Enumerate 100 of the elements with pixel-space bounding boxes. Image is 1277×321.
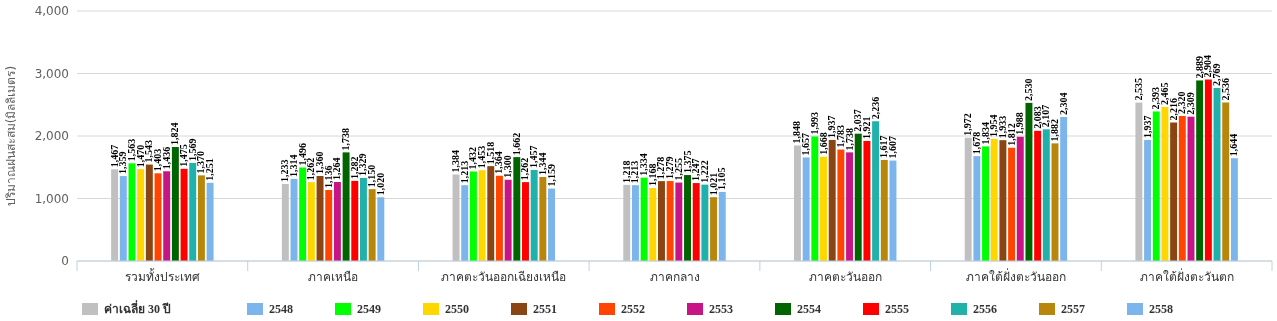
bar bbox=[675, 182, 683, 261]
data-label: 1,738 bbox=[340, 127, 352, 151]
bar bbox=[1144, 139, 1152, 261]
data-label: 1,264 bbox=[331, 157, 343, 180]
data-label: 1,937 bbox=[826, 115, 838, 138]
data-label: 1,375 bbox=[681, 150, 693, 174]
x-tick-label: ภาคตะวันออก bbox=[808, 270, 882, 284]
bar bbox=[837, 149, 845, 261]
data-label: 1,251 bbox=[204, 158, 216, 181]
bar bbox=[802, 157, 810, 261]
data-label: 1,657 bbox=[800, 132, 812, 156]
bar bbox=[1008, 147, 1016, 261]
bar bbox=[710, 197, 718, 261]
legend-label: 2554 bbox=[797, 302, 821, 317]
bar bbox=[359, 177, 367, 261]
y-axis-title: ปริมาณฝนสะสม(มิลลิเมตร) bbox=[4, 65, 18, 207]
bar bbox=[1222, 102, 1230, 261]
bar bbox=[1135, 102, 1143, 261]
bar bbox=[478, 170, 486, 261]
bar bbox=[1170, 122, 1178, 261]
bar bbox=[163, 171, 171, 261]
data-label: 2,889 bbox=[1193, 55, 1205, 79]
bar bbox=[316, 176, 324, 261]
bar bbox=[1034, 130, 1042, 261]
x-tick-label: ภาคตะวันออกเฉียงเหนือ bbox=[441, 270, 567, 284]
legend-label: 2552 bbox=[621, 302, 645, 317]
bar bbox=[377, 197, 385, 261]
bar bbox=[880, 159, 888, 261]
bar bbox=[487, 166, 495, 261]
data-label: 2,083 bbox=[1031, 106, 1043, 129]
x-tick-label: ภาคใต้ฝั่งตะวันออก bbox=[965, 268, 1066, 284]
data-label: 2,393 bbox=[1150, 86, 1162, 110]
data-label: 1,233 bbox=[279, 159, 291, 182]
bar bbox=[701, 184, 709, 261]
bar bbox=[1161, 106, 1169, 261]
bar bbox=[119, 176, 127, 261]
data-label: 1,617 bbox=[878, 135, 890, 158]
bar bbox=[631, 185, 639, 261]
data-label: 2,769 bbox=[1211, 63, 1223, 86]
legend-label: 2551 bbox=[533, 302, 557, 317]
data-label: 1,993 bbox=[808, 111, 820, 135]
data-label: 2,320 bbox=[1176, 91, 1188, 114]
data-label: 2,530 bbox=[1022, 78, 1034, 101]
bar bbox=[530, 169, 538, 261]
bar bbox=[889, 160, 897, 261]
bar bbox=[982, 146, 990, 261]
data-label: 2,535 bbox=[1132, 78, 1144, 101]
y-tick-label: 4,000 bbox=[34, 4, 69, 19]
legend-label: 2550 bbox=[445, 302, 469, 317]
data-label: 1,644 bbox=[1228, 133, 1240, 157]
data-label: 2,304 bbox=[1057, 92, 1069, 115]
x-tick-label: รวมทั้งประเทศ bbox=[124, 268, 200, 284]
bar bbox=[692, 183, 700, 261]
y-tick-label: 2,000 bbox=[34, 129, 69, 144]
bar bbox=[1196, 80, 1204, 261]
bar bbox=[718, 191, 726, 261]
bar bbox=[351, 180, 359, 261]
legend-label: 2548 bbox=[269, 302, 293, 317]
data-label: 1,834 bbox=[979, 121, 991, 145]
data-label: 2,236 bbox=[869, 96, 881, 120]
bar bbox=[180, 168, 188, 261]
bar bbox=[658, 181, 665, 261]
data-label: 1,954 bbox=[988, 114, 1000, 137]
bar bbox=[666, 181, 674, 261]
y-tick-label: 1,000 bbox=[34, 191, 69, 206]
bar bbox=[872, 121, 880, 261]
data-label: 1,453 bbox=[476, 145, 488, 169]
bar bbox=[513, 157, 521, 261]
bar bbox=[1016, 136, 1024, 261]
bar bbox=[452, 174, 460, 261]
data-label: 1,360 bbox=[314, 151, 326, 174]
data-label: 1,457 bbox=[528, 145, 540, 168]
bar bbox=[342, 152, 350, 261]
bar bbox=[964, 137, 972, 261]
bar bbox=[325, 190, 333, 261]
x-tick-label: ภาคเหนือ bbox=[308, 270, 359, 284]
data-label: 1,150 bbox=[366, 164, 378, 188]
bar bbox=[828, 139, 836, 261]
bar bbox=[1060, 117, 1068, 261]
data-label: 1,668 bbox=[817, 132, 829, 155]
bar bbox=[504, 179, 512, 261]
bar bbox=[333, 182, 341, 261]
bar bbox=[846, 152, 854, 261]
bar bbox=[111, 169, 119, 261]
data-label: 1,403 bbox=[152, 148, 164, 172]
bar bbox=[863, 140, 871, 261]
bar bbox=[854, 133, 862, 261]
bar bbox=[1230, 158, 1238, 261]
bar bbox=[137, 169, 145, 261]
bar bbox=[820, 156, 827, 261]
bar bbox=[640, 177, 648, 261]
bar bbox=[307, 182, 315, 261]
data-label: 1,432 bbox=[467, 147, 479, 170]
legend-label: 2555 bbox=[885, 302, 909, 317]
data-label: 1,279 bbox=[664, 156, 676, 180]
bar bbox=[1152, 111, 1160, 261]
bar bbox=[539, 177, 547, 261]
data-label: 1,475 bbox=[178, 144, 190, 167]
bar bbox=[461, 185, 469, 261]
bar bbox=[1042, 129, 1050, 261]
